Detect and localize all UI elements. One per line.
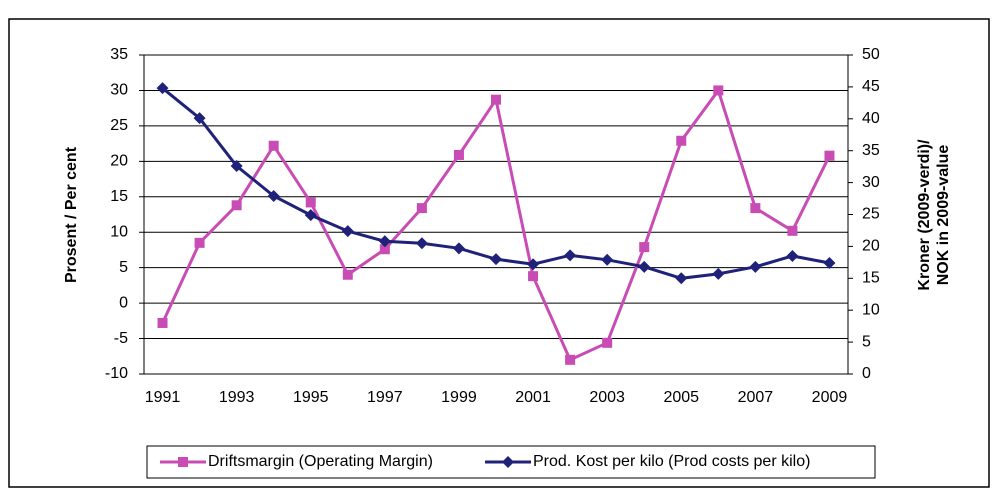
y-axis-label: Prosent / Per cent	[63, 146, 80, 283]
marker	[194, 237, 205, 248]
y2-axis-label: NOK in 2009-value	[935, 145, 952, 286]
y-tick-label: 10	[110, 223, 128, 240]
marker	[415, 237, 428, 250]
marker	[749, 260, 762, 273]
x-tick-label: 1991	[145, 389, 181, 406]
marker	[342, 269, 353, 280]
y2-tick-label: 45	[862, 78, 880, 95]
y2-tick-label: 50	[862, 46, 880, 63]
marker	[304, 209, 317, 222]
marker	[712, 267, 725, 280]
marker	[638, 260, 651, 273]
marker	[787, 225, 798, 236]
y-tick-label: 20	[110, 153, 128, 170]
y-tick-label: 5	[119, 259, 128, 276]
y-tick-label: 35	[110, 46, 128, 63]
marker	[713, 85, 724, 96]
y2-tick-label: 5	[862, 333, 871, 350]
marker	[786, 249, 799, 262]
y2-tick-label: 15	[862, 270, 880, 287]
marker	[230, 160, 243, 173]
marker	[193, 112, 206, 125]
x-tick-label: 2003	[589, 389, 625, 406]
marker	[305, 197, 316, 208]
marker	[379, 244, 390, 255]
marker	[378, 235, 391, 248]
marker	[341, 225, 354, 238]
y2-tick-label: 30	[862, 174, 880, 191]
legend-label: Prod. Kost per kilo (Prod costs per kilo…	[533, 453, 810, 470]
marker	[602, 337, 613, 348]
marker	[675, 272, 688, 285]
marker	[452, 242, 465, 255]
x-tick-label: 1993	[219, 389, 255, 406]
marker	[750, 203, 761, 214]
x-tick-label: 2007	[738, 389, 774, 406]
frame	[8, 18, 990, 488]
marker	[231, 200, 242, 211]
y2-tick-label: 35	[862, 142, 880, 159]
marker	[823, 256, 836, 269]
marker	[564, 249, 577, 262]
y2-tick-label: 25	[862, 206, 880, 223]
legend-marker	[502, 456, 514, 468]
marker	[416, 203, 427, 214]
marker	[527, 258, 540, 271]
marker	[639, 242, 650, 253]
y-tick-label: 15	[110, 188, 128, 205]
marker	[490, 253, 502, 266]
y2-tick-label: 0	[862, 365, 871, 382]
marker	[453, 149, 464, 160]
marker	[528, 271, 539, 282]
marker	[157, 317, 168, 328]
x-tick-label: 2005	[663, 389, 699, 406]
y2-tick-label: 20	[862, 238, 880, 255]
y-tick-label: -5	[114, 330, 128, 347]
legend-box	[146, 445, 876, 479]
marker	[156, 82, 169, 95]
x-tick-label: 1997	[367, 389, 403, 406]
marker	[268, 140, 279, 151]
legend-label: Driftsmargin (Operating Margin)	[208, 453, 433, 470]
x-tick-label: 2001	[515, 389, 551, 406]
y2-tick-label: 10	[862, 301, 880, 318]
series-line	[161, 87, 831, 362]
x-tick-label: 1995	[293, 389, 329, 406]
marker	[491, 94, 501, 105]
x-tick-label: 1999	[441, 389, 477, 406]
y2-tick-label: 40	[862, 110, 880, 127]
marker	[601, 253, 614, 266]
marker	[824, 150, 835, 161]
y-tick-label: -10	[105, 365, 128, 382]
y-tick-label: 25	[110, 117, 128, 134]
y2-axis-label: Kroner (2009-verdi)/	[916, 139, 933, 291]
series-line	[161, 87, 830, 280]
x-tick-label: 2009	[812, 389, 848, 406]
y-tick-label: 30	[110, 82, 128, 99]
legend-marker	[178, 457, 188, 467]
y-tick-label: 0	[119, 294, 128, 311]
marker	[267, 189, 280, 202]
marker	[565, 354, 576, 365]
marker	[676, 135, 687, 146]
